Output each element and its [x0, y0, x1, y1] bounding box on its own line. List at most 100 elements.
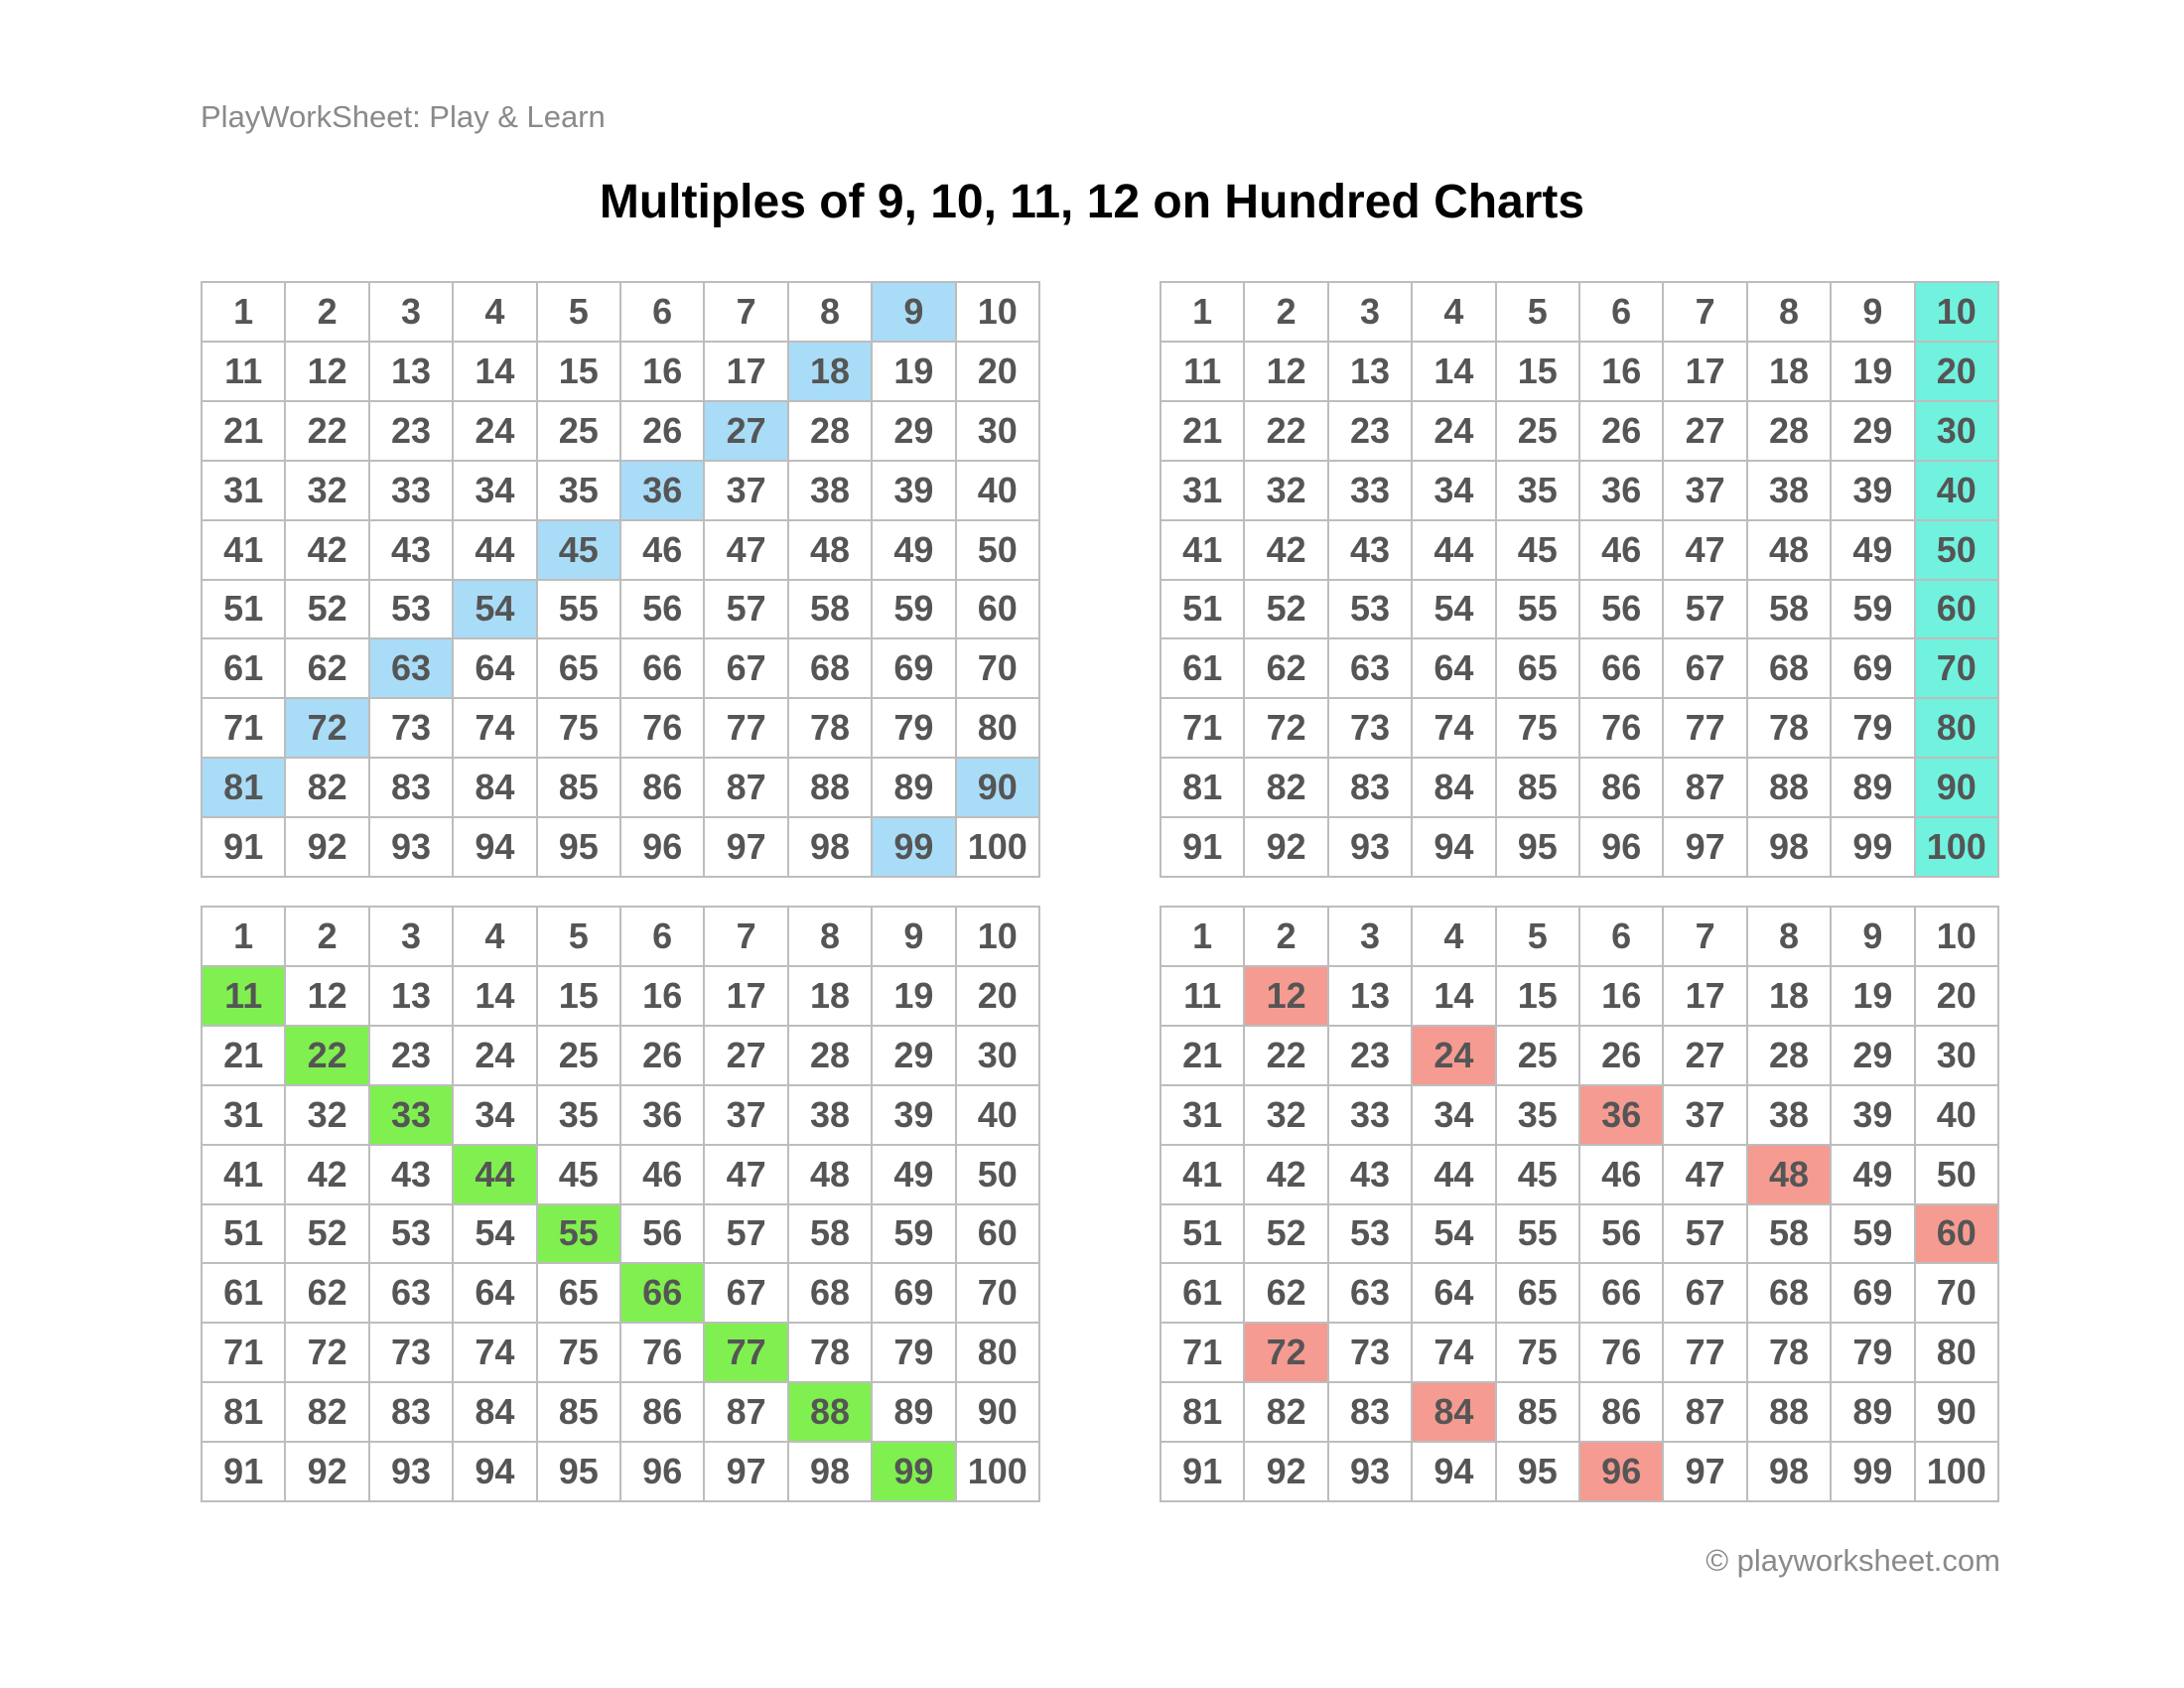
number-cell: 64	[454, 639, 538, 700]
number-cell: 76	[621, 699, 706, 760]
number-cell: 100	[956, 1443, 1040, 1502]
number-cell: 39	[873, 461, 957, 521]
number-cell: 7	[705, 908, 789, 967]
number-cell: 80	[1915, 1324, 1999, 1384]
number-cell: 41	[203, 1145, 287, 1205]
number-cell: 13	[369, 966, 455, 1027]
number-cell: 53	[1328, 1204, 1414, 1265]
number-cell: 85	[1496, 1383, 1580, 1444]
number-cell: 81	[1161, 1383, 1246, 1444]
number-cell: 34	[454, 1085, 538, 1146]
number-cell: 45	[1496, 1145, 1580, 1205]
number-cell: 18	[788, 342, 874, 402]
number-cell: 81	[203, 759, 287, 819]
number-cell: 90	[956, 759, 1040, 819]
number-cell: 23	[1328, 401, 1414, 462]
number-cell: 39	[873, 1085, 957, 1146]
number-cell: 96	[621, 818, 706, 878]
number-cell: 29	[1832, 401, 1916, 462]
number-cell: 42	[286, 520, 370, 581]
number-cell: 29	[873, 1026, 957, 1086]
number-cell: 2	[286, 908, 370, 967]
number-cell: 98	[788, 818, 874, 878]
number-cell: 22	[286, 401, 370, 462]
number-cell: 9	[873, 283, 957, 343]
number-cell: 100	[956, 818, 1040, 878]
number-cell: 53	[1328, 580, 1414, 640]
number-cell: 37	[1664, 461, 1748, 521]
number-cell: 100	[1915, 1443, 1999, 1502]
number-cell: 11	[203, 966, 287, 1027]
number-cell: 55	[537, 1204, 621, 1265]
number-cell: 34	[1413, 461, 1497, 521]
number-cell: 52	[1245, 1204, 1329, 1265]
number-cell: 10	[956, 908, 1040, 967]
number-cell: 6	[621, 283, 706, 343]
number-cell: 49	[873, 520, 957, 581]
number-cell: 61	[1161, 1264, 1246, 1325]
number-cell: 81	[1161, 759, 1246, 819]
number-cell: 63	[1328, 1264, 1414, 1325]
number-cell: 38	[1747, 1085, 1833, 1146]
number-cell: 89	[1832, 1383, 1916, 1444]
number-cell: 20	[1915, 966, 1999, 1027]
number-cell: 51	[1161, 1204, 1246, 1265]
number-cell: 69	[1832, 1264, 1916, 1325]
number-cell: 67	[1664, 1264, 1748, 1325]
number-cell: 96	[621, 1443, 706, 1502]
number-cell: 25	[537, 1026, 621, 1086]
number-cell: 3	[369, 283, 455, 343]
number-cell: 89	[1832, 759, 1916, 819]
number-cell: 48	[788, 520, 874, 581]
number-cell: 99	[1832, 818, 1916, 878]
number-cell: 92	[286, 1443, 370, 1502]
number-cell: 92	[286, 818, 370, 878]
number-cell: 56	[621, 1204, 706, 1265]
number-cell: 28	[1747, 1026, 1833, 1086]
number-cell: 72	[1245, 699, 1329, 760]
number-cell: 15	[1496, 342, 1580, 402]
number-cell: 49	[873, 1145, 957, 1205]
number-cell: 14	[1413, 966, 1497, 1027]
number-cell: 71	[1161, 699, 1246, 760]
number-cell: 24	[1413, 401, 1497, 462]
number-cell: 20	[956, 342, 1040, 402]
number-cell: 31	[1161, 461, 1246, 521]
number-cell: 99	[873, 1443, 957, 1502]
number-cell: 84	[454, 1383, 538, 1444]
number-cell: 42	[1245, 520, 1329, 581]
number-cell: 48	[788, 1145, 874, 1205]
number-cell: 19	[1832, 342, 1916, 402]
number-cell: 69	[873, 1264, 957, 1325]
number-cell: 71	[203, 1324, 287, 1384]
number-cell: 37	[1664, 1085, 1748, 1146]
number-cell: 78	[1747, 1324, 1833, 1384]
number-cell: 76	[1580, 1324, 1665, 1384]
number-cell: 72	[286, 1324, 370, 1384]
number-cell: 28	[788, 401, 874, 462]
number-cell: 4	[454, 283, 538, 343]
number-cell: 28	[788, 1026, 874, 1086]
number-cell: 5	[1496, 908, 1580, 967]
number-cell: 3	[1328, 283, 1414, 343]
number-cell: 36	[621, 1085, 706, 1146]
number-cell: 43	[369, 520, 455, 581]
number-cell: 97	[1664, 818, 1748, 878]
number-cell: 95	[537, 818, 621, 878]
number-cell: 61	[1161, 639, 1246, 700]
number-cell: 84	[454, 759, 538, 819]
number-cell: 40	[956, 461, 1040, 521]
number-cell: 21	[1161, 401, 1246, 462]
number-cell: 85	[1496, 759, 1580, 819]
number-cell: 65	[537, 639, 621, 700]
number-cell: 8	[1747, 283, 1833, 343]
number-cell: 18	[1747, 342, 1833, 402]
number-cell: 57	[1664, 580, 1748, 640]
number-cell: 46	[621, 1145, 706, 1205]
number-cell: 35	[537, 461, 621, 521]
number-cell: 2	[286, 283, 370, 343]
number-cell: 73	[369, 699, 455, 760]
number-cell: 35	[1496, 461, 1580, 521]
number-cell: 47	[705, 1145, 789, 1205]
number-cell: 78	[788, 1324, 874, 1384]
